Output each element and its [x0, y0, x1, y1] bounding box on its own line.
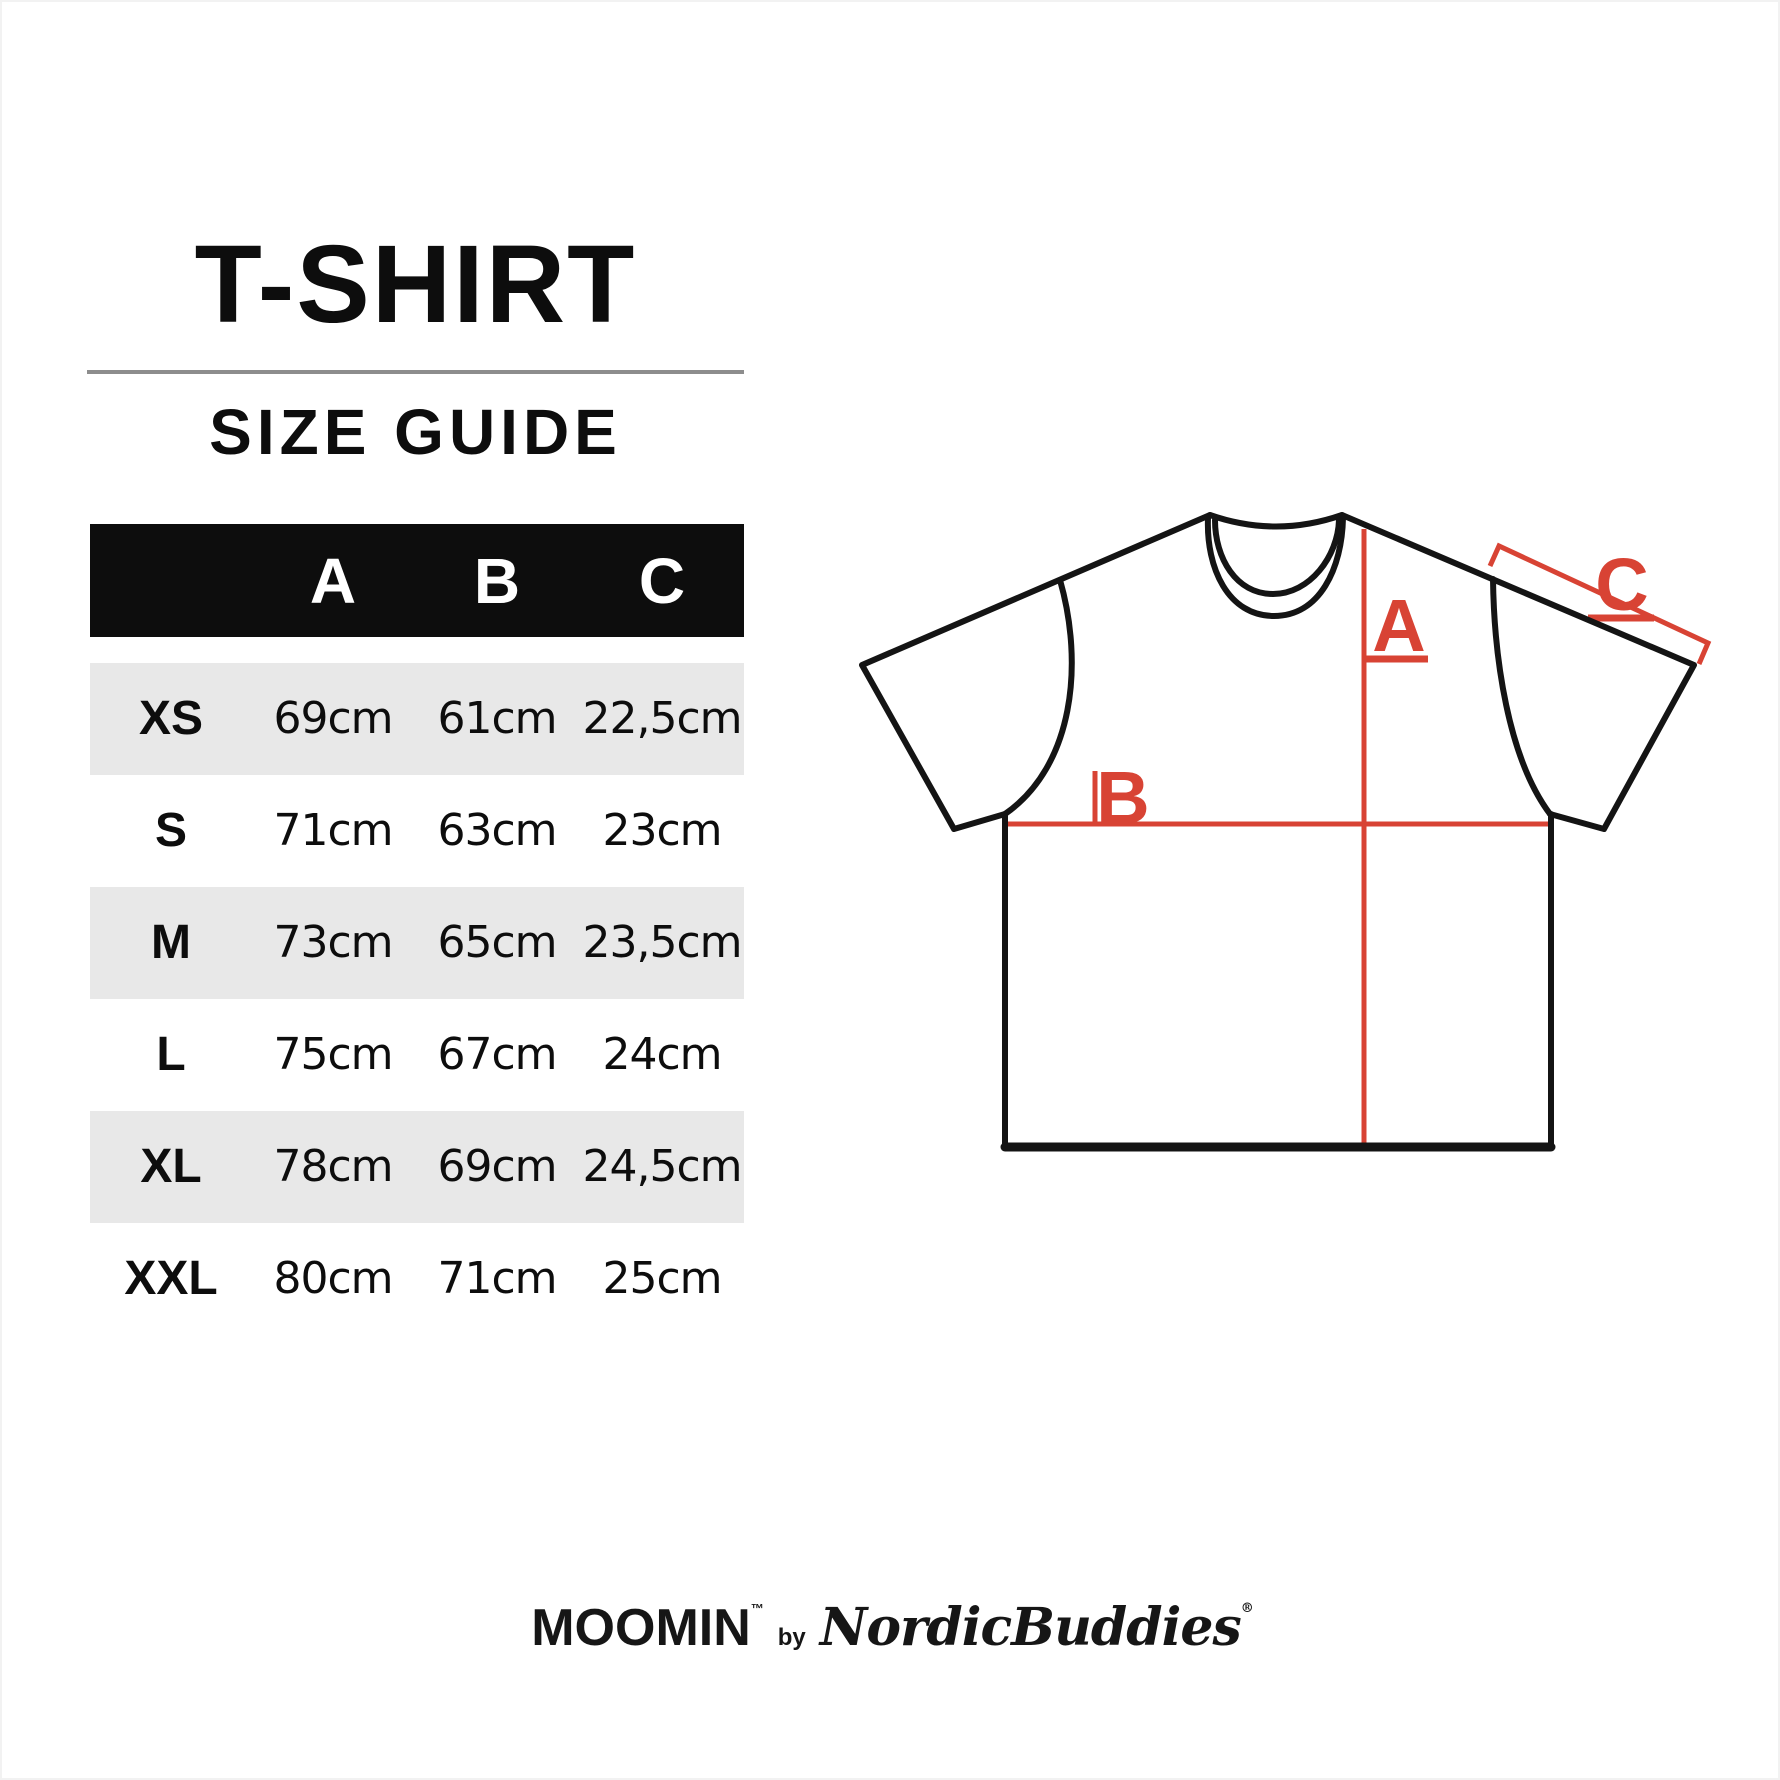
collar-outer: [1204, 515, 1346, 619]
measure-lines: [1005, 529, 1712, 1147]
page-subtitle: SIZE GUIDE: [209, 396, 622, 468]
table-row-m: M 73cm 65cm 23,5cm: [90, 887, 744, 999]
moomin-logo-text: MOOMIN: [531, 1599, 751, 1657]
table-row-xs: XS 69cm 61cm 22,5cm: [90, 663, 744, 775]
measure-bracket-c: [1487, 542, 1712, 665]
column-header-b: B: [473, 544, 521, 617]
value-a: 69cm: [273, 693, 393, 744]
value-b: 63cm: [437, 805, 557, 856]
right-armhole-seam: [1490, 576, 1553, 817]
size-table-body: XS 69cm 61cm 22,5cm S 71cm 63cm 23cm M 7…: [90, 663, 744, 1335]
registered-symbol: ®: [1240, 1601, 1254, 1616]
size-table-header: A B C: [90, 524, 744, 637]
value-b: 67cm: [437, 1029, 557, 1080]
column-header-c: C: [638, 544, 686, 617]
value-c: 24cm: [602, 1029, 722, 1080]
value-c: 24,5cm: [582, 1141, 742, 1192]
left-armhole-seam: [1002, 577, 1075, 817]
page-title: T-SHIRT: [194, 223, 637, 346]
value-a: 71cm: [273, 805, 393, 856]
brand-footer: MOOMIN™ by NordicBuddies®: [2, 1601, 1780, 1655]
value-c: 23,5cm: [582, 917, 742, 968]
value-b: 69cm: [437, 1141, 557, 1192]
value-a: 78cm: [273, 1141, 393, 1192]
collar-back: [1207, 512, 1345, 530]
value-b: 65cm: [437, 917, 557, 968]
table-row-xl: XL 78cm 69cm 24,5cm: [90, 1111, 744, 1223]
trademark-symbol: ™: [750, 1601, 764, 1616]
value-a: 73cm: [273, 917, 393, 968]
right-sleeve: [1339, 512, 1697, 832]
column-header-a: A: [309, 544, 357, 617]
value-c: 25cm: [602, 1253, 722, 1304]
value-b: 71cm: [437, 1253, 557, 1304]
nordicbuddies-logo: NordicBuddies®: [820, 1601, 1254, 1654]
moomin-logo: MOOMIN™: [531, 1602, 764, 1654]
nordicbuddies-logo-text: NordicBuddies: [819, 1597, 1242, 1658]
measure-label-a: A: [1372, 584, 1425, 667]
size-table: A B C XS 69cm 61cm 22,5cm S 71cm 63cm 23…: [90, 524, 744, 1335]
tshirt-diagram: A B C: [859, 512, 1712, 1152]
size-label: L: [156, 1028, 186, 1081]
size-label: S: [154, 804, 187, 857]
value-b: 61cm: [437, 693, 557, 744]
table-row-s: S 71cm 63cm 23cm: [90, 775, 744, 887]
size-label: XXL: [124, 1252, 218, 1305]
measure-label-b: B: [1096, 756, 1149, 839]
value-c: 23cm: [602, 805, 722, 856]
table-row-xxl: XXL 80cm 71cm 25cm: [90, 1223, 744, 1335]
left-sleeve: [859, 512, 1213, 832]
size-label: XS: [138, 692, 204, 745]
measure-label-c: C: [1595, 543, 1648, 626]
tshirt-outline: [859, 512, 1697, 1152]
size-label: XL: [140, 1140, 202, 1193]
by-text: by: [777, 1624, 806, 1651]
collar-inner: [1212, 517, 1342, 597]
value-c: 22,5cm: [582, 693, 742, 744]
table-row-l: L 75cm 67cm 24cm: [90, 999, 744, 1111]
size-label: M: [151, 916, 191, 969]
value-a: 75cm: [273, 1029, 393, 1080]
title-divider: [87, 370, 744, 374]
value-a: 80cm: [273, 1253, 393, 1304]
